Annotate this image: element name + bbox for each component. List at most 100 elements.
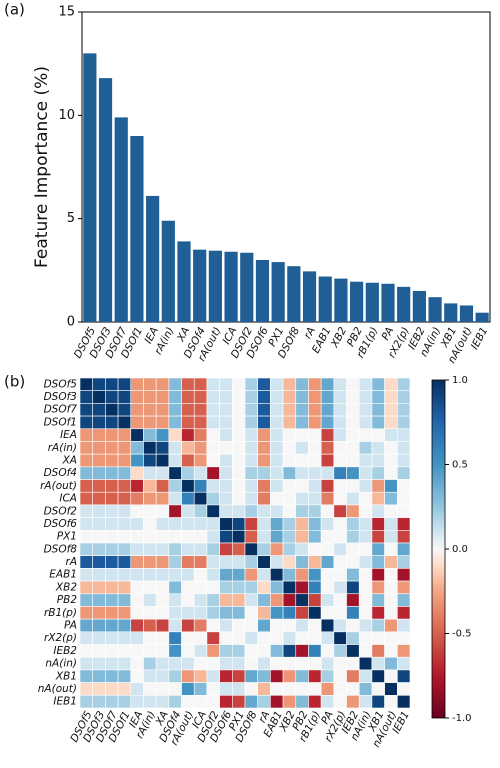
heatmap-cell [320,618,335,633]
heatmap-cell [308,428,322,442]
heatmap-cell [168,593,182,607]
heatmap-cell [105,517,119,531]
heatmap-cell [282,656,297,671]
heatmap-cell [308,568,322,582]
heatmap-cell [333,504,347,518]
heatmap-cell [105,555,119,569]
heatmap-cell [320,504,335,518]
heatmap-cell [346,441,360,455]
heatmap-cell [193,441,208,455]
y-tick-label: 5 [67,211,75,226]
heatmap-cell [295,555,309,569]
heatmap-cell [232,466,246,480]
heatmap-cell [320,568,335,582]
heatmap-cell [206,631,220,645]
heatmap-cell [371,466,385,480]
heatmap-cell [397,682,411,696]
heatmap-cell [320,390,335,404]
heatmap-cell [105,606,119,620]
heatmap-cell [206,517,220,531]
heatmap-cell [105,695,119,709]
heatmap-cell [117,555,132,569]
heatmap-cell [105,466,119,480]
heatmap-cell [181,453,195,468]
heatmap-cell [92,695,106,709]
bar [130,136,144,322]
heatmap-cell [371,390,385,404]
heatmap-cell [232,568,246,582]
heatmap-cell [232,504,246,518]
y-tick-label: nA(in) [45,658,77,670]
heatmap-cell [308,618,322,633]
heatmap-cell [168,530,182,544]
heatmap-cell [346,530,360,544]
heatmap-cell [155,530,170,544]
heatmap-cell [117,441,132,455]
heatmap-cell [130,542,144,556]
heatmap-cell [358,415,373,430]
heatmap-cell [270,517,284,531]
heatmap-cell [308,517,322,531]
heatmap-cell [358,656,373,671]
heatmap-cell [168,377,182,391]
heatmap-cell [92,504,106,518]
bar [444,303,458,322]
heatmap-cell [358,644,373,658]
heatmap-cell [295,517,309,531]
heatmap-cell [308,453,322,468]
heatmap-cell [105,428,119,442]
heatmap-cell [155,568,170,582]
heatmap-cell [358,479,373,493]
heatmap-cell [397,618,411,633]
y-tick-label: rA [66,556,78,568]
heatmap-cell [155,390,170,404]
y-tick-label: rA(in) [48,442,77,454]
heatmap-cell [181,656,195,671]
heatmap-cell [384,517,398,531]
x-tick-label: PA [319,709,336,726]
panel-label: (b) [4,373,25,391]
heatmap-cell [346,669,360,683]
heatmap-cell [92,453,106,468]
heatmap-cell [384,491,398,506]
heatmap-cell [79,695,93,709]
heatmap-cell [130,580,144,595]
heatmap-cell [117,390,132,404]
heatmap-cell [219,466,233,480]
heatmap-cell [358,517,373,531]
heatmap-cell [282,530,297,544]
heatmap-cell [219,517,233,531]
heatmap-cell [117,542,132,556]
heatmap-cell [193,517,208,531]
heatmap-cell [282,428,297,442]
heatmap-cell [79,542,93,556]
heatmap-cell [320,466,335,480]
heatmap-cell [79,479,93,493]
heatmap-cell [333,530,347,544]
heatmap-cell [308,479,322,493]
bar [177,241,191,322]
heatmap-cell [193,656,208,671]
heatmap-cell [181,682,195,696]
heatmap-cell [282,669,297,683]
heatmap-cell [257,695,271,709]
heatmap-cell [117,656,132,671]
heatmap-cell [143,656,157,671]
heatmap-cell [257,428,271,442]
heatmap-cell [371,618,385,633]
heatmap-cell [143,441,157,455]
heatmap-cell [155,656,170,671]
heatmap-cell [257,580,271,595]
heatmap-cell [206,695,220,709]
heatmap-cell [333,682,347,696]
heatmap-cell [143,479,157,493]
heatmap-cell [320,453,335,468]
heatmap-cell [282,479,297,493]
heatmap-cell [384,403,398,417]
heatmap-cell [333,517,347,531]
heatmap-cell [282,403,297,417]
y-tick-label: PA [64,620,77,632]
heatmap-cell [282,580,297,595]
heatmap-cell [371,656,385,671]
x-tick-label: XB2 [328,325,349,350]
